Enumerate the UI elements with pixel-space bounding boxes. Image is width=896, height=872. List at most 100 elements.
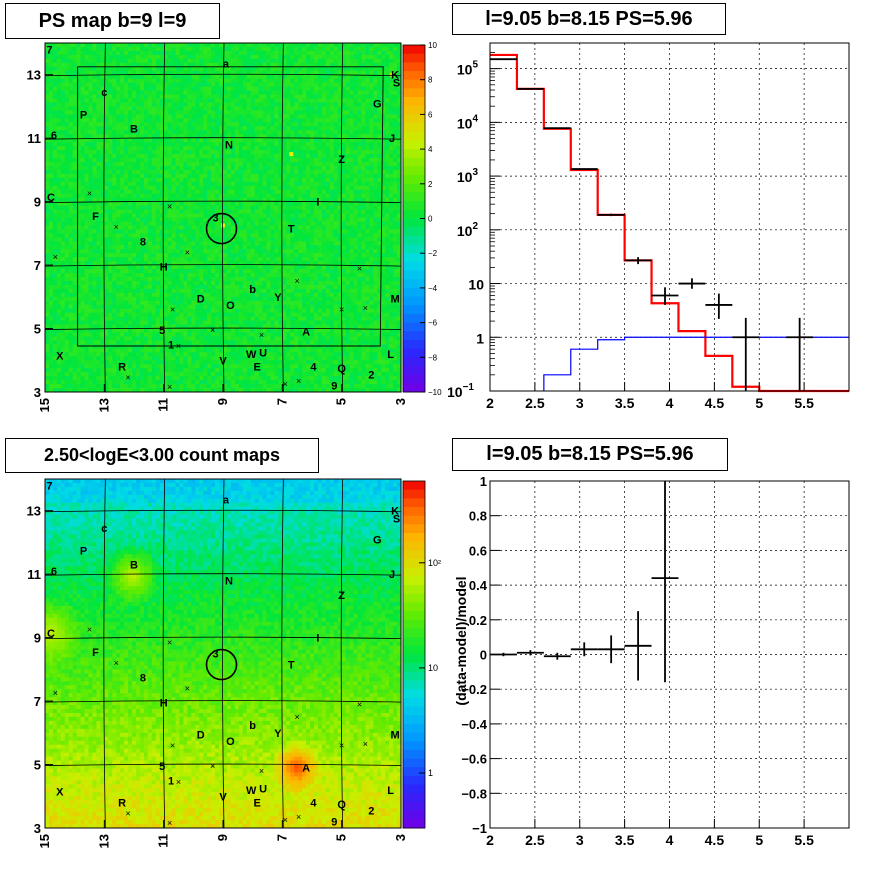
y-tick-label: 102 [457,221,479,239]
source-cross-marker: × [210,325,215,335]
x-tick-label: 2.5 [525,832,545,848]
count-heatmap [45,479,402,829]
source-label: S [393,514,400,526]
source-circle [205,648,238,681]
source-label: E [253,798,260,810]
source-cross-marker: × [295,712,300,722]
source-cross-marker: × [185,683,190,693]
y-tick-label: 9 [34,195,41,210]
source-label: U [259,783,267,795]
source-cross-marker: × [167,637,172,647]
colorbar-tick-label: 10 [428,41,437,50]
x-tick-label: 5 [334,834,349,841]
source-label: B [130,560,138,572]
source-label: W [246,349,257,361]
source-cross-marker: × [283,379,288,389]
source-label: S [393,78,400,90]
x-tick-label: 2 [486,832,494,848]
y-tick-label: 5 [34,322,41,337]
y-tick-label: 0 [480,648,487,663]
y-tick-label: 5 [34,758,41,773]
source-cross-marker: × [170,741,175,751]
source-label: N [225,140,233,152]
colorbar-tick-label: −10 [428,388,442,397]
source-cross-marker: × [167,382,172,392]
y-tick-label: −0.4 [461,717,487,732]
colorbar-tick-label: −8 [428,353,438,362]
source-label: E [253,362,260,374]
source-cross-marker: × [296,376,301,386]
source-label: 4 [310,362,317,374]
source-label: Q [337,363,346,375]
source-label: O [226,300,235,312]
source-circle [205,212,238,245]
source-label: X [56,351,64,363]
source-label: c [101,87,107,99]
colorbar-tick-label: 8 [428,76,433,85]
source-cross-marker: × [296,812,301,822]
source-label: L [387,349,394,361]
source-cross-marker: × [176,777,181,787]
x-tick-label: 5 [334,398,349,405]
source-cross-marker: × [167,818,172,828]
source-label: D [197,293,205,305]
source-cross-marker: × [259,766,264,776]
x-tick-label: 4 [666,395,674,411]
source-cross-marker: × [295,276,300,286]
colorbar-tick-label: 10² [428,558,441,568]
x-tick-label: 4 [666,832,674,848]
source-label: J [389,133,395,145]
x-tick-label: 15 [37,398,52,412]
source-label: G [373,534,382,546]
source-label: F [92,211,99,223]
source-label: 3 [213,649,219,661]
source-label: 6 [51,566,57,578]
x-tick-label: 9 [215,834,230,841]
source-label: T [288,660,295,672]
source-cross-marker: × [363,303,368,313]
y-tick-label: 103 [457,167,479,185]
colorbar-frame [402,480,426,829]
source-cross-marker: × [283,815,288,825]
background-histogram [543,336,849,391]
y-tick-label: 1 [480,474,487,489]
source-label: a [223,495,230,507]
colorbar-tick-label: 4 [428,145,433,154]
y-tick-label: 3 [34,821,41,836]
source-label: N [225,576,233,588]
ps-bright-spot [221,223,225,228]
colorbar [403,45,425,393]
source-label: 1 [168,339,174,351]
colorbar-tick-label: −4 [428,284,438,293]
source-label: W [246,785,257,797]
source-label: P [80,545,87,557]
y-tick-label: 7 [34,258,41,273]
source-cross-marker: × [114,658,119,668]
source-label: M [390,729,399,741]
source-label: M [390,293,399,305]
source-label: H [160,698,168,710]
source-cross-marker: × [259,330,264,340]
source-label: K [391,70,399,82]
source-cross-marker: × [53,252,58,262]
colorbar-tick-label: 2 [428,180,433,189]
x-tick-label: 3.5 [615,395,635,411]
source-label: 7 [46,44,52,56]
colorbar-tick-label: 1 [428,768,433,778]
ps-map-title: PS map b=9 l=9 [5,3,220,39]
x-tick-label: 4.5 [705,832,725,848]
colorbar-tick-label: −6 [428,319,438,328]
source-label: b [249,720,256,732]
source-label: 7 [46,480,52,492]
residual-title: l=9.05 b=8.15 PS=5.96 [452,438,728,471]
x-tick-label: 7 [274,834,289,841]
source-label: 5 [159,761,165,773]
x-tick-label: 9 [215,398,230,405]
source-label: 9 [331,381,337,393]
source-cross-marker: × [357,263,362,273]
source-label: J [389,569,395,581]
source-label: P [80,109,87,121]
count-map-panel: × × × × × × × × × × × × × × × × × 7 a KSc G P B 6 J N Z C I F 3 T 8 Hb D Y O… [27,478,441,848]
source-label: Y [274,728,282,740]
